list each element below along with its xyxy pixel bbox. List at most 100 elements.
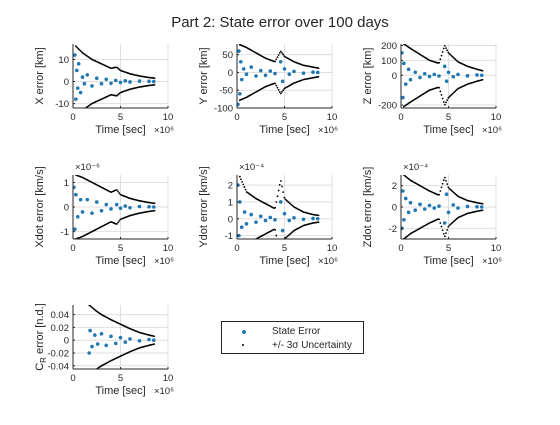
error-point: [238, 91, 242, 96]
sigma-point: [455, 89, 458, 92]
error-point: [85, 73, 90, 77]
sigma-point: [76, 46, 78, 49]
error-point: [465, 204, 470, 209]
error-point: [78, 197, 83, 202]
sigma-point: [81, 110, 83, 112]
sigma-point: [440, 94, 443, 96]
error-point: [239, 59, 243, 64]
error-point: [109, 207, 113, 211]
error-point: [408, 77, 413, 82]
sigma-point: [276, 195, 279, 198]
error-point: [104, 343, 109, 348]
sigma-point: [278, 246, 280, 248]
sigma-point: [281, 185, 283, 188]
sigma-point: [279, 252, 281, 254]
sigma-point: [447, 51, 450, 54]
sigma-point: [448, 52, 451, 55]
error-point: [273, 218, 277, 222]
legend: State Error +/- 3σ Uncertainty: [221, 321, 364, 354]
y-tick-label: 0: [64, 336, 69, 347]
sigma-point: [282, 191, 285, 193]
y-tick-label: -0.02: [47, 349, 69, 360]
error-point: [244, 222, 249, 226]
sigma-point: [445, 232, 447, 235]
sigma-point: [78, 48, 81, 51]
sigma-point: [439, 58, 442, 61]
error-point: [244, 72, 249, 77]
sigma-point: [277, 54, 280, 56]
error-point: [263, 218, 268, 223]
sigma-point: [447, 186, 450, 189]
sigma-point: [278, 51, 281, 54]
sigma-point: [246, 245, 248, 247]
error-point: [422, 71, 427, 76]
sigma-point: [439, 222, 442, 224]
error-point: [413, 70, 418, 75]
y-exponent-label: ×10⁻⁴: [239, 162, 264, 173]
sigma-point: [450, 93, 453, 96]
error-point: [287, 218, 292, 223]
error-point: [401, 95, 405, 100]
subplot-y: 0 5 10 -100 -50 0 50 Time [sec] ×10⁶ Y error [km]: [198, 44, 338, 136]
x-exponent-label: ×10⁶: [318, 125, 338, 136]
error-point: [123, 340, 128, 344]
x-exponent-label: ×10⁶: [482, 256, 502, 267]
x-tick-label: 0: [70, 373, 75, 384]
x-axis-label: Time [sec]: [423, 124, 473, 136]
sigma-point: [441, 229, 444, 232]
sigma-point: [317, 214, 320, 217]
error-point: [456, 72, 460, 77]
error-point: [109, 334, 113, 339]
sigma-point: [446, 183, 449, 185]
sigma-point: [91, 373, 93, 375]
error-point: [301, 217, 306, 222]
error-point: [442, 221, 447, 225]
sigma-point: [77, 114, 79, 116]
sigma-marker-icon: [242, 344, 244, 346]
sigma-point: [282, 89, 285, 92]
y-tick-label: 200: [381, 41, 397, 52]
sigma-point: [439, 190, 442, 192]
error-point: [85, 197, 90, 202]
error-point: [263, 73, 268, 78]
sigma-point: [438, 193, 441, 196]
error-point: [282, 211, 287, 216]
sigma-point: [118, 192, 121, 194]
sigma-point: [446, 99, 449, 102]
error-point: [456, 206, 460, 210]
x-tick-label: 5: [118, 112, 123, 123]
error-point: [444, 192, 449, 196]
sigma-point: [278, 91, 281, 93]
y-tick-label: -1: [225, 231, 233, 242]
error-point: [280, 79, 285, 84]
x-tick-label: 5: [282, 243, 287, 254]
error-point: [123, 79, 128, 83]
sigma-point: [153, 209, 156, 212]
error-point: [258, 68, 263, 73]
error-point: [147, 337, 151, 342]
sigma-point: [275, 84, 278, 87]
error-point: [446, 70, 451, 75]
error-point: [151, 338, 156, 343]
error-point: [99, 208, 104, 213]
error-point: [237, 49, 241, 53]
error-point: [401, 189, 405, 193]
error-point: [104, 202, 109, 207]
error-point: [118, 80, 123, 85]
error-point: [437, 204, 441, 208]
error-point: [432, 206, 437, 210]
error-point: [137, 339, 142, 343]
sigma-point: [441, 182, 444, 185]
sigma-point: [454, 90, 457, 93]
y-tick-label: -0.04: [47, 361, 69, 372]
error-point: [151, 205, 156, 209]
y-axis-label: Z error [km]: [362, 48, 374, 105]
error-point: [78, 90, 83, 95]
legend-item-error: State Error: [222, 325, 363, 339]
error-point: [437, 74, 441, 78]
error-point: [268, 215, 273, 220]
y-tick-label: 1: [64, 178, 69, 189]
error-point: [87, 351, 91, 355]
sigma-point: [117, 221, 119, 224]
error-point: [90, 344, 94, 349]
